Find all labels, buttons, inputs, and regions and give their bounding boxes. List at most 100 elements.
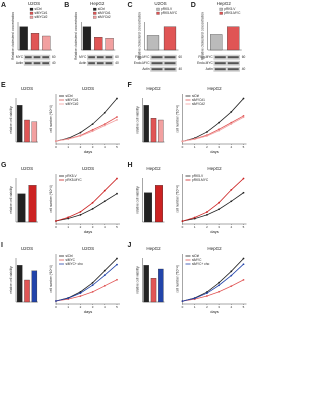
- blot-band: [150, 60, 177, 66]
- point: [116, 118, 118, 121]
- point: [218, 208, 221, 211]
- bar: [94, 37, 103, 51]
- panel-letter: G: [1, 162, 7, 169]
- panel-letter: B: [64, 2, 69, 9]
- point: [218, 129, 221, 132]
- blot-signal: [33, 62, 41, 65]
- bar: [17, 193, 26, 223]
- x-axis-label: days: [84, 309, 92, 314]
- y-axis-label: Relative cholesterol concentration: [11, 12, 15, 60]
- panel-title: U2OS: [21, 246, 33, 251]
- x-tick-label: 0: [182, 145, 184, 149]
- x-tick-label: 0: [55, 305, 57, 309]
- bar: [24, 279, 30, 303]
- y-axis-label: cell number (*10^4): [49, 185, 53, 213]
- legend-swatch: [156, 7, 160, 11]
- growth-line: [55, 193, 118, 222]
- point: [116, 97, 118, 100]
- point: [230, 270, 233, 273]
- point: [55, 140, 57, 143]
- y-axis-label: Relative cholesterol concentration: [137, 12, 141, 60]
- point: [116, 192, 118, 195]
- legend-label: siMYC#2: [66, 102, 79, 106]
- blot-signal: [42, 56, 49, 59]
- blot-size: 40: [179, 67, 183, 71]
- x-tick-label: 3: [218, 305, 220, 309]
- bar: [150, 278, 157, 303]
- legend-label: pRK5-MYC: [224, 11, 241, 15]
- blot-signal: [25, 56, 32, 59]
- blot-signal: [25, 62, 32, 65]
- panel-title: HepG2: [217, 1, 232, 6]
- y-axis-label: Relative cholesterol concentration: [201, 12, 205, 60]
- legend-label: siMYC+ cho: [66, 262, 83, 266]
- bar: [42, 35, 51, 51]
- point: [79, 210, 82, 213]
- point: [242, 115, 245, 117]
- point: [116, 278, 118, 281]
- blot-band: [150, 66, 177, 72]
- x-tick-label: 1: [194, 225, 196, 229]
- blot-signal: [227, 62, 239, 65]
- growth-line: [182, 279, 244, 302]
- point: [218, 201, 221, 204]
- legend-label: siMYC: [192, 258, 202, 262]
- blot-band: [150, 54, 177, 60]
- x-tick-label: 4: [104, 225, 106, 229]
- x-axis-label: days: [210, 229, 218, 234]
- panel-title: HepG2: [207, 86, 222, 91]
- blot-signal: [151, 62, 163, 65]
- blot-signal: [96, 56, 104, 59]
- growth-line: [55, 98, 118, 142]
- growth-line: [55, 279, 118, 302]
- blot-signal: [96, 62, 104, 65]
- point: [103, 189, 106, 192]
- panel-title: HepG2: [207, 246, 222, 251]
- point: [230, 111, 233, 113]
- bar: [30, 33, 40, 51]
- x-tick-label: 2: [80, 145, 82, 149]
- point: [79, 135, 82, 137]
- x-tick-label: 4: [104, 305, 106, 309]
- blot-signal: [164, 62, 176, 65]
- panel-title: U2OS: [21, 86, 33, 91]
- panel-title: U2OS: [28, 1, 40, 6]
- point: [230, 285, 233, 288]
- panel-title: HepG2: [207, 166, 222, 171]
- x-tick-label: 4: [230, 145, 232, 149]
- point: [103, 124, 106, 127]
- y-axis-label: Relative cholesterol concentration: [74, 12, 78, 60]
- point: [218, 281, 221, 284]
- legend-label: siMYC#2: [192, 102, 205, 106]
- x-tick-label: 3: [92, 145, 94, 149]
- x-tick-label: 2: [206, 145, 208, 149]
- x-tick-label: 1: [67, 145, 69, 149]
- x-tick-label: 5: [116, 225, 118, 229]
- point: [230, 123, 233, 125]
- bar: [227, 26, 240, 51]
- point: [218, 128, 221, 131]
- point: [242, 257, 245, 260]
- panel-title: HepG2: [146, 166, 161, 171]
- legend-label: siMYC#2: [98, 15, 111, 19]
- bar: [143, 105, 149, 143]
- x-tick-label: 0: [182, 225, 184, 229]
- point: [91, 128, 94, 131]
- point: [67, 297, 70, 300]
- panel-title: U2OS: [82, 166, 94, 171]
- point: [91, 290, 94, 293]
- growth-line: [55, 119, 118, 142]
- blot-label: MYC: [79, 55, 87, 59]
- legend-swatch: [29, 7, 34, 11]
- point: [242, 97, 245, 100]
- bar: [31, 270, 38, 303]
- x-tick-label: 3: [92, 305, 94, 309]
- blot-signal: [88, 56, 95, 59]
- legend-label: pRK5-V: [66, 174, 78, 178]
- blot-size: 60: [179, 55, 183, 59]
- x-tick-label: 2: [206, 305, 208, 309]
- blot-signal: [214, 56, 226, 59]
- x-tick-label: 3: [218, 145, 220, 149]
- point: [230, 121, 233, 124]
